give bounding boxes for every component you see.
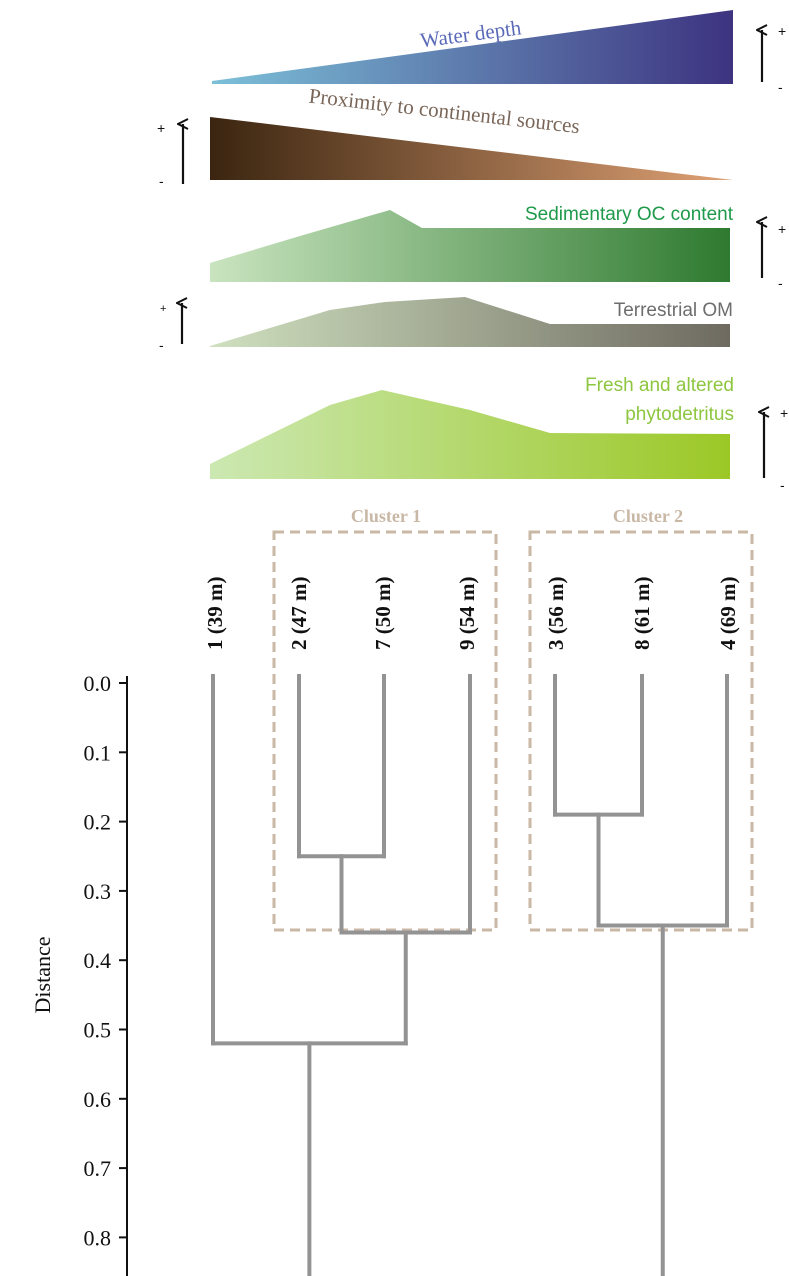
phyto-label-line1: Fresh and altered [585, 375, 734, 396]
proximity-minus: - [159, 173, 164, 189]
proximity-label: Proximity to continental sources [308, 84, 581, 139]
axis-tick-label: 0.7 [84, 1156, 112, 1181]
gradient-terrestrial-om: Terrestrial OM + - [159, 297, 733, 353]
cluster-1-box [272, 530, 498, 932]
leaf-label-3: 3 (56 m) [544, 577, 568, 650]
axis-tick-label: 0.1 [84, 740, 112, 765]
distance-axis: 0.00.10.20.30.40.50.60.70.80.9 Distance [30, 671, 128, 1276]
axis-tick-label: 0.5 [84, 1018, 112, 1043]
oc-content-shape [210, 210, 730, 282]
axis-tick-label: 0.4 [84, 948, 112, 973]
water-depth-plus: + [778, 23, 786, 39]
gradient-water-depth: Water depth + - [212, 10, 786, 95]
leaf-label-2: 2 (47 m) [287, 577, 311, 650]
axis-tick-label: 0.6 [84, 1087, 112, 1112]
leaf-labels: 1 (39 m) 2 (47 m) 7 (50 m) 9 (54 m) 3 (5… [203, 577, 740, 650]
oc-content-plus: + [778, 221, 786, 237]
leaf-label-1: 1 (39 m) [203, 577, 227, 650]
terrestrial-shape [210, 297, 730, 347]
water-depth-wedge [212, 10, 733, 84]
cluster-1: Cluster 1 [272, 506, 498, 932]
dendrogram-links [211, 674, 729, 1276]
axis-tick-label: 0.8 [84, 1225, 112, 1250]
oc-content-label: Sedimentary OC content [525, 204, 734, 225]
proximity-plus: + [157, 120, 165, 136]
terrestrial-label: Terrestrial OM [614, 300, 733, 321]
axis-ticks: 0.00.10.20.30.40.50.60.70.80.9 [84, 671, 127, 1250]
proximity-wedge [210, 117, 733, 180]
leaf-label-8: 8 (61 m) [630, 577, 654, 650]
axis-label: Distance [30, 937, 55, 1014]
cluster-1-label: Cluster 1 [351, 506, 421, 526]
axis-tick-label: 0.3 [84, 879, 112, 904]
gradient-proximity: Proximity to continental sources + - [157, 84, 733, 189]
gradient-oc-content: Sedimentary OC content + - [210, 204, 786, 291]
phyto-minus: - [780, 477, 785, 493]
phyto-shape [210, 390, 730, 479]
gradient-phytodetritus: Fresh and altered phytodetritus + - [210, 375, 788, 493]
cluster-2: Cluster 2 [528, 506, 754, 932]
leaf-label-9: 9 (54 m) [455, 577, 479, 650]
leaf-label-7: 7 (50 m) [371, 577, 395, 650]
axis-tick-label: 0.0 [84, 671, 112, 696]
phyto-plus: + [780, 405, 788, 421]
terrestrial-minus: - [159, 337, 164, 353]
phyto-label-line2: phytodetritus [625, 404, 734, 425]
oc-content-minus: - [778, 275, 783, 291]
cluster-2-box [528, 530, 754, 932]
axis-tick-label: 0.2 [84, 810, 112, 835]
water-depth-minus: - [778, 79, 783, 95]
cluster-2-label: Cluster 2 [613, 506, 683, 526]
leaf-label-4: 4 (69 m) [716, 577, 740, 650]
terrestrial-plus: + [160, 303, 166, 315]
